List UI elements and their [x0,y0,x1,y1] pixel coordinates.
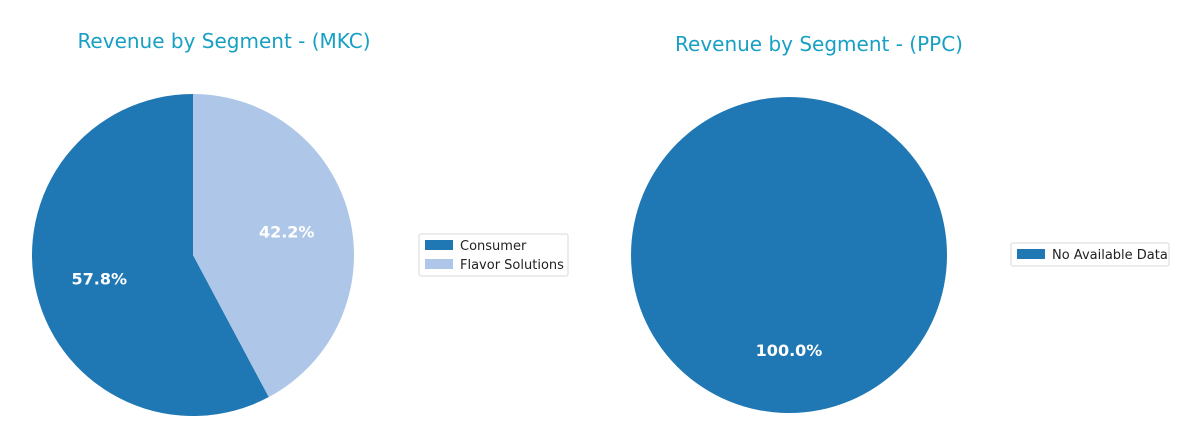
legend-label-consumer: Consumer [460,239,527,254]
pie-slices-ppc: 100.0% [631,97,947,413]
pie-label-no-available-data: 100.0% [756,341,823,360]
pie-slice-flavor-solutions [193,93,354,398]
chart-title-ppc: Revenue by Segment - (PPC) [675,32,963,56]
pie-label-flavor-solutions: 42.2% [259,223,315,242]
legend-label-no-available-data: No Available Data [1052,248,1168,263]
pie-slice-no-available-data [631,97,947,413]
pie-slices-mkc: 57.8% 42.2% [32,93,354,416]
legend-swatch-flavor-solutions [425,259,453,269]
legend-swatch-consumer [425,240,453,250]
legend-label-flavor-solutions: Flavor Solutions [460,258,564,273]
pie-chart-ppc: Revenue by Segment - (PPC) 100.0% No Ava… [631,32,1170,413]
legend-mkc: Consumer Flavor Solutions [418,233,569,277]
legend-frame [1010,242,1170,267]
legend-swatch-no-available-data [1017,249,1045,259]
pie-chart-mkc: Revenue by Segment - (MKC) 57.8% 42.2% Co… [32,29,569,416]
pie-label-consumer: 57.8% [72,269,128,288]
chart-title-mkc: Revenue by Segment - (MKC) [77,29,370,53]
legend-frame [418,233,569,277]
pie-slice-consumer [32,94,269,416]
legend-ppc: No Available Data [1010,242,1170,267]
